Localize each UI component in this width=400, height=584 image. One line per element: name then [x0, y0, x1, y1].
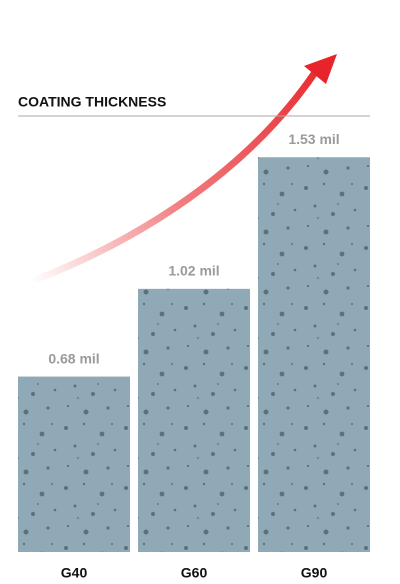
chart-title: COATING THICKNESS — [18, 94, 166, 110]
trend-arrow — [28, 66, 321, 286]
bar-texture — [258, 157, 370, 552]
category-label: G90 — [301, 565, 328, 581]
value-label: 1.53 mil — [288, 131, 339, 147]
value-label: 1.02 mil — [168, 263, 219, 279]
arrow-head — [304, 54, 337, 84]
category-label: G60 — [181, 565, 208, 581]
bar-texture — [18, 376, 130, 552]
bar-texture — [138, 288, 250, 552]
category-label: G40 — [61, 565, 88, 581]
value-label: 0.68 mil — [48, 350, 99, 366]
